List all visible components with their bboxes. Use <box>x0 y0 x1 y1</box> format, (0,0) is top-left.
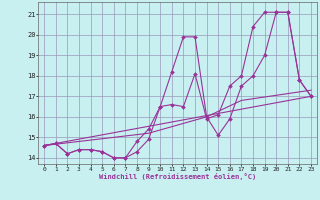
X-axis label: Windchill (Refroidissement éolien,°C): Windchill (Refroidissement éolien,°C) <box>99 173 256 180</box>
